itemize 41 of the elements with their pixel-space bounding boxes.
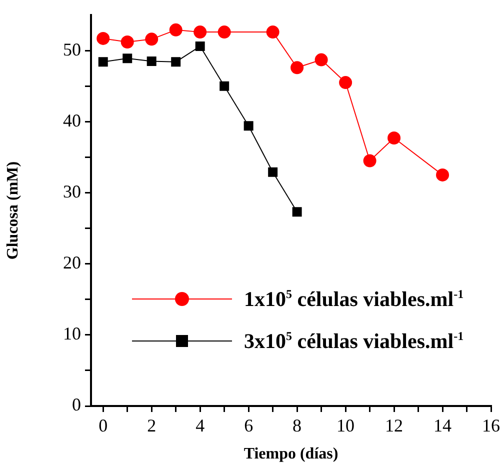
legend-label: 1x10$^{5}$ células viables.ml$^{-1}$ bbox=[244, 286, 464, 312]
x-tick-label: 4 bbox=[196, 416, 205, 436]
point bbox=[436, 168, 450, 182]
point bbox=[363, 154, 376, 168]
x-tick-label: 6 bbox=[244, 416, 254, 436]
y-tick-label: 40 bbox=[63, 110, 81, 130]
x-tick-label: 12 bbox=[385, 416, 404, 436]
x-tick-label: 8 bbox=[292, 416, 302, 436]
point bbox=[120, 36, 134, 49]
point bbox=[268, 167, 278, 177]
x-tick-label: 16 bbox=[482, 416, 500, 436]
legend-label: 3x10$^{5}$ células viables.ml$^{-1}$ bbox=[244, 328, 464, 354]
point bbox=[292, 207, 302, 217]
y-axis-title: Glucosa (mM) bbox=[4, 161, 22, 260]
x-tick-label: 2 bbox=[147, 416, 156, 436]
point bbox=[290, 61, 304, 74]
point bbox=[195, 42, 205, 52]
x-axis-title: Tiempo (días) bbox=[244, 446, 338, 463]
x-tick-label: 10 bbox=[336, 416, 355, 436]
x-tick-label: 14 bbox=[434, 416, 452, 436]
point bbox=[244, 121, 254, 131]
point bbox=[169, 23, 182, 36]
y-tick-label: 30 bbox=[63, 181, 81, 202]
point bbox=[122, 54, 132, 64]
y-tick-label: 0 bbox=[72, 394, 81, 415]
point bbox=[314, 53, 328, 66]
y-tick-label: 10 bbox=[63, 324, 81, 344]
point bbox=[388, 131, 401, 144]
point bbox=[146, 56, 156, 66]
y-tick-label: 50 bbox=[63, 39, 81, 60]
point bbox=[194, 26, 207, 39]
point bbox=[339, 76, 352, 90]
point bbox=[220, 81, 230, 91]
point bbox=[266, 26, 280, 39]
point bbox=[96, 32, 110, 45]
point bbox=[171, 57, 181, 67]
point bbox=[218, 26, 231, 39]
point bbox=[145, 32, 158, 46]
y-tick-label: 20 bbox=[63, 252, 81, 273]
point bbox=[98, 57, 108, 67]
x-tick-label: 0 bbox=[98, 416, 108, 436]
